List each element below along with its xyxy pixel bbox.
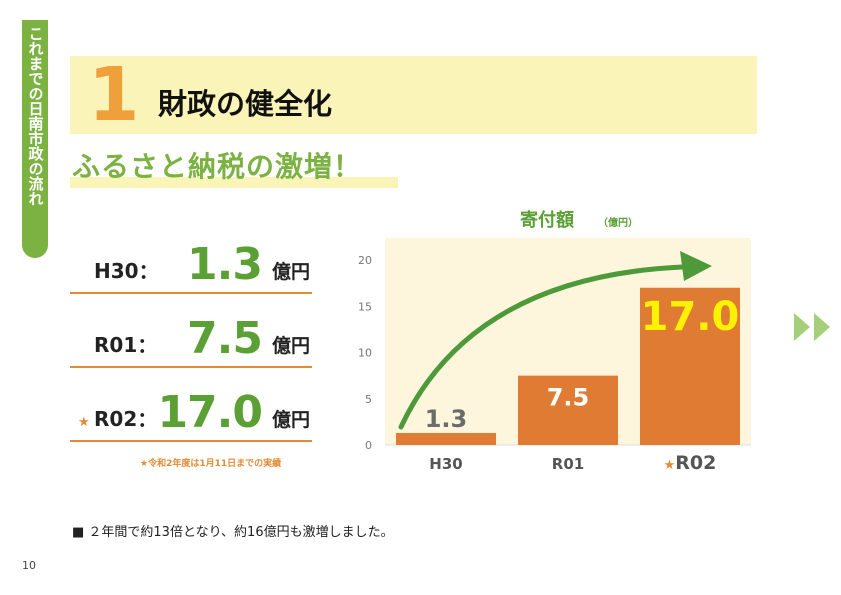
amount-value: 17.0 [157,387,263,438]
chart-unit-label: （億円） [598,218,638,229]
bar-value-label: 1.3 [425,405,468,433]
y-tick-label: 10 [358,347,372,360]
x-tick-label: ★R02 [664,452,717,474]
chart-title: 寄付額 [520,210,574,231]
sidebar-tab: これまでの日南市政の流れ [22,20,48,258]
year-label: R02： [94,407,158,431]
subtitle: ふるさと納税の激増！ [72,150,363,183]
donation-row-h30: H30： 1.3 億円 [70,232,312,294]
bar [518,375,618,445]
summary-text: ■ ２年間で約13倍となり、約16億円も激増しました。 [72,525,394,540]
growth-arrow-head [680,251,712,281]
section-title: 財政の健全化 [158,87,333,121]
footnote: ★令和2年度は1月11日までの実績 [140,459,282,469]
amount-unit: 億円 [271,261,310,283]
y-tick-label: 20 [358,254,372,267]
section-number: 1 [88,52,140,138]
sidebar-title: これまでの日南市政の流れ [26,26,45,206]
bar-value-label: 7.5 [547,384,590,412]
amount-value: 1.3 [187,239,263,290]
amount-unit: 億円 [271,335,310,357]
donation-row-r02: ★ R02： 17.0 億円 [70,380,312,442]
page-number: 10 [22,559,36,572]
bar-value-label: 17.0 [641,294,740,340]
donation-row-r01: R01： 7.5 億円 [70,306,312,368]
y-tick-label: 15 [358,300,372,313]
next-page-arrows-icon[interactable] [794,313,834,341]
section-header-band [70,56,757,134]
x-tick-label: H30 [429,455,462,473]
growth-arrow-line [398,264,685,430]
donation-bar-chart: 0 5 10 15 20 1.3 H30 7.5 R01 17.0 ★R02 [358,251,751,474]
bar [396,432,496,445]
bar [640,287,740,445]
y-tick-label: 0 [365,439,372,452]
amount-value: 7.5 [187,313,263,364]
year-label: H30： [94,259,159,283]
amount-unit: 億円 [271,409,310,431]
subtitle-highlight [70,177,398,188]
star-icon: ★ [78,415,90,430]
y-tick-label: 5 [365,393,372,406]
year-label: R01： [94,333,158,357]
x-tick-label: R01 [552,455,584,473]
